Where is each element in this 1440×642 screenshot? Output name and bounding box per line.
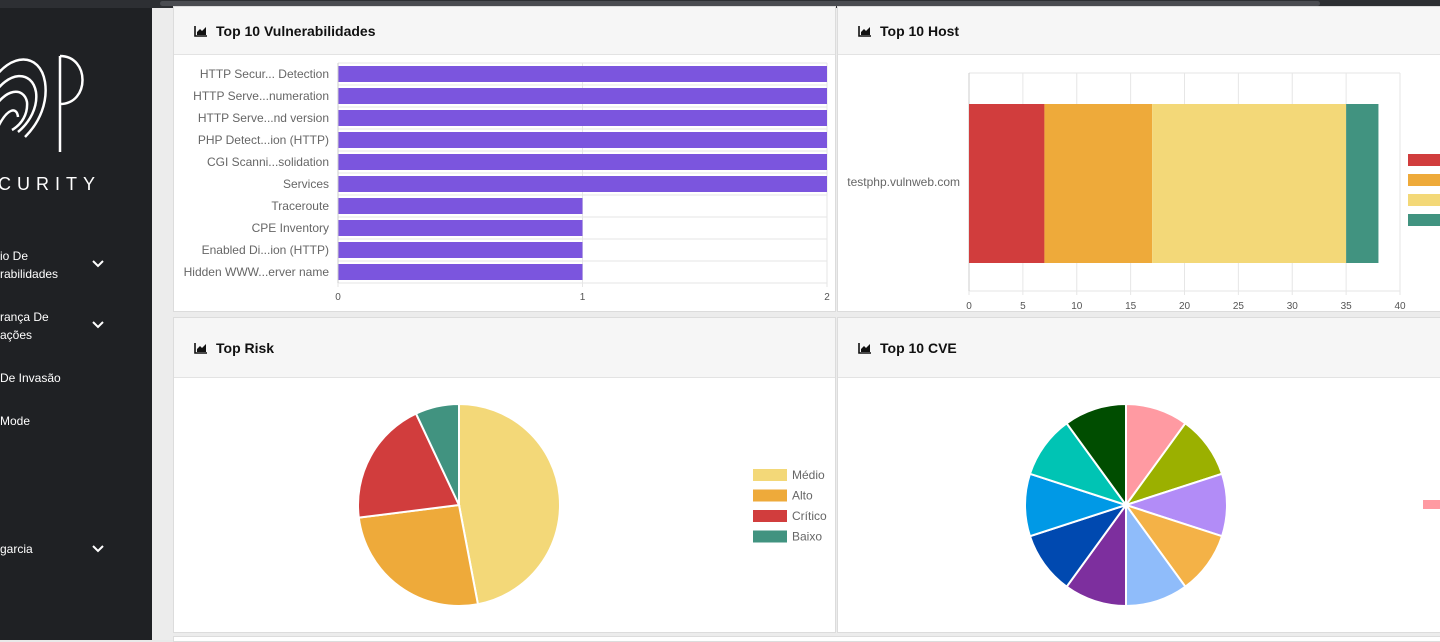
pie-slice <box>458 402 561 606</box>
risk-pie-chart: Médio Alto Crítico Baixo <box>357 402 827 607</box>
bar <box>338 154 827 170</box>
x-tick-label: 35 <box>1341 301 1353 311</box>
legend-swatch <box>753 510 787 522</box>
x-tick-label: 0 <box>335 292 341 303</box>
nav-item-analise-vulnerabilidades[interactable]: io De rabilidades <box>0 247 152 283</box>
nav-item-label: io De <box>0 249 29 263</box>
nav-item-mode[interactable]: Mode <box>0 412 152 430</box>
cve-pie-chart <box>1024 402 1440 608</box>
hosts-card: Top 10 Host 0 5 10 15 20 25 30 35 40 testphp.vuln… <box>837 6 1440 312</box>
nav-item-label: garcia <box>0 542 33 556</box>
pie-slice <box>357 503 480 607</box>
card-title: Top Risk <box>216 339 275 356</box>
logo-text: CURITY <box>0 174 100 194</box>
nav-item-label-2: ações <box>0 328 33 342</box>
hosts-stacked-bar-chart: 0 5 10 15 20 25 30 35 40 testphp.vulnweb.com <box>847 72 1440 311</box>
dashboard-main: Top 10 Vulnerabilidades 0 1 2 HTTP Secur...… <box>152 6 1440 642</box>
bar <box>338 220 583 236</box>
card-header: Top 10 Vulnerabilidades <box>174 7 835 55</box>
legend-swatch <box>753 530 787 543</box>
nav-item-label-2: rabilidades <box>0 267 59 281</box>
legend-label: Crítico <box>792 509 827 523</box>
nav-item-label: Mode <box>0 414 31 428</box>
legend-swatch <box>1423 500 1440 509</box>
legend-swatch <box>1408 154 1440 166</box>
card-header: Top 10 Host <box>838 7 1440 55</box>
x-tick-label: 20 <box>1179 301 1191 311</box>
bar <box>338 132 827 148</box>
risk-card: Top Risk Médio Alto Crítico Baixo <box>173 317 836 633</box>
cve-card: Top 10 CVE <box>837 317 1440 633</box>
nav-item-label: De Invasão <box>0 371 61 385</box>
next-card-strip <box>173 636 1440 642</box>
card-header: Top 10 CVE <box>838 318 1440 378</box>
x-tick-label: 40 <box>1394 301 1406 311</box>
x-tick-label: 5 <box>1020 301 1026 311</box>
category-label: CGI Scanni...solidation <box>207 155 329 169</box>
category-label: HTTP Secur... Detection <box>200 67 329 81</box>
stacked-bar-segment <box>1346 104 1379 263</box>
category-label: PHP Detect...ion (HTTP) <box>198 133 329 147</box>
chevron-down-icon <box>92 321 104 329</box>
vulnerabilities-bar-chart: 0 1 2 HTTP Secur... Detection HTTP Serve...n… <box>184 62 830 303</box>
x-tick-label: 2 <box>824 292 830 303</box>
bar <box>338 88 827 104</box>
legend-swatch <box>1408 214 1440 226</box>
card-title: Top 10 CVE <box>880 339 957 356</box>
nav-item-cartografia[interactable]: garcia <box>0 540 152 558</box>
area-chart-icon <box>194 25 207 37</box>
legend-label: Baixo <box>792 530 822 544</box>
category-label: Services <box>283 177 329 191</box>
category-label: Hidden WWW...erver name <box>184 265 330 279</box>
sidebar: CURITY io De rabilidades rança De ações … <box>0 8 152 640</box>
pie-slice <box>414 402 460 506</box>
card-title: Top 10 Vulnerabilidades <box>216 22 376 39</box>
stacked-bar-segment <box>969 104 1045 263</box>
x-tick-label: 15 <box>1125 301 1137 311</box>
nav-item-seguranca-aplicacoes[interactable]: rança De ações <box>0 308 152 344</box>
x-tick-label: 25 <box>1233 301 1245 311</box>
bar <box>338 110 827 126</box>
category-label: CPE Inventory <box>252 221 329 235</box>
x-tick-label: 0 <box>966 301 972 311</box>
bar <box>338 66 827 82</box>
chevron-down-icon <box>92 260 104 268</box>
fingerprint-logo: CURITY <box>0 54 100 194</box>
legend-swatch <box>1408 174 1440 186</box>
legend-label: Alto <box>792 489 813 503</box>
x-tick-label: 30 <box>1287 301 1299 311</box>
category-label: testphp.vulnweb.com <box>847 175 960 189</box>
legend-swatch <box>1408 194 1440 206</box>
legend-swatch <box>753 489 787 502</box>
category-label: Traceroute <box>271 199 329 213</box>
card-title: Top 10 Host <box>880 22 960 39</box>
area-chart-icon <box>858 25 871 37</box>
nav-item-teste-invasao[interactable]: De Invasão <box>0 369 152 387</box>
area-chart-icon <box>858 342 871 354</box>
bar <box>338 176 827 192</box>
vulnerabilities-card: Top 10 Vulnerabilidades 0 1 2 HTTP Secur...… <box>173 6 836 312</box>
pie-slice <box>1065 402 1127 509</box>
chevron-down-icon <box>92 545 104 553</box>
pie-slice <box>357 412 461 519</box>
stacked-bar-segment <box>1152 104 1347 263</box>
area-chart-icon <box>194 342 207 354</box>
x-tick-label: 10 <box>1071 301 1083 311</box>
browser-top-strip <box>0 0 1440 8</box>
legend-swatch <box>753 469 787 481</box>
bar <box>338 242 583 258</box>
category-label: HTTP Serve...nd version <box>198 111 329 125</box>
card-header: Top Risk <box>174 318 835 378</box>
bar <box>338 198 583 214</box>
category-label: HTTP Serve...numeration <box>193 89 329 103</box>
category-label: Enabled Di...ion (HTTP) <box>202 243 329 257</box>
x-tick-label: 1 <box>580 292 586 303</box>
legend-label: Médio <box>792 468 825 482</box>
nav-item-label: rança De <box>0 310 49 324</box>
bar <box>338 264 583 280</box>
stacked-bar-segment <box>1044 104 1153 263</box>
